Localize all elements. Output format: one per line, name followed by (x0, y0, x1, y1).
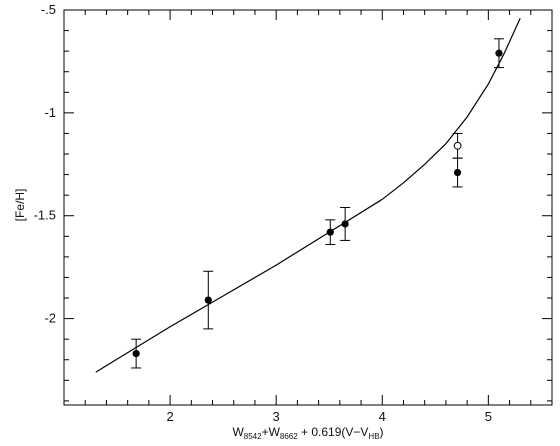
x-label-subscript: 8542 (244, 432, 262, 441)
x-label-subscript: HB (368, 432, 379, 441)
y-tick-label: -1.5 (34, 208, 56, 223)
x-label-text: +W (262, 425, 281, 439)
fit-curve (95, 17, 521, 373)
data-point (495, 49, 503, 57)
x-label-subscript: 8662 (280, 432, 298, 441)
x-label-text: + 0.619(V−V (298, 425, 369, 439)
data-point (204, 296, 212, 304)
x-tick-label: 5 (485, 409, 492, 424)
y-tick-label: -.5 (41, 2, 56, 17)
data-point (341, 220, 349, 228)
y-tick-label: -2 (44, 311, 56, 326)
tick-labels: 2 3 4 5 -.5 -1 -1.5 -2 (34, 2, 492, 424)
data-point (453, 168, 462, 177)
x-label-text: ) (380, 425, 384, 439)
plot-frame (63, 9, 553, 406)
axis-ticks (64, 9, 552, 405)
error-bars (131, 38, 504, 369)
x-tick-label: 2 (166, 409, 173, 424)
x-tick-label: 3 (273, 409, 280, 424)
x-tick-label: 4 (379, 409, 386, 424)
x-label-text: W (232, 425, 244, 439)
data-point (326, 228, 334, 236)
y-tick-label: -1 (44, 105, 56, 120)
y-axis-label: [Fe/H] (13, 189, 27, 222)
data-point (132, 349, 140, 358)
x-axis-label: W8542+W8662 + 0.619(V−VHB) (232, 425, 383, 441)
data-point-open (453, 141, 462, 150)
data-points (132, 49, 503, 358)
